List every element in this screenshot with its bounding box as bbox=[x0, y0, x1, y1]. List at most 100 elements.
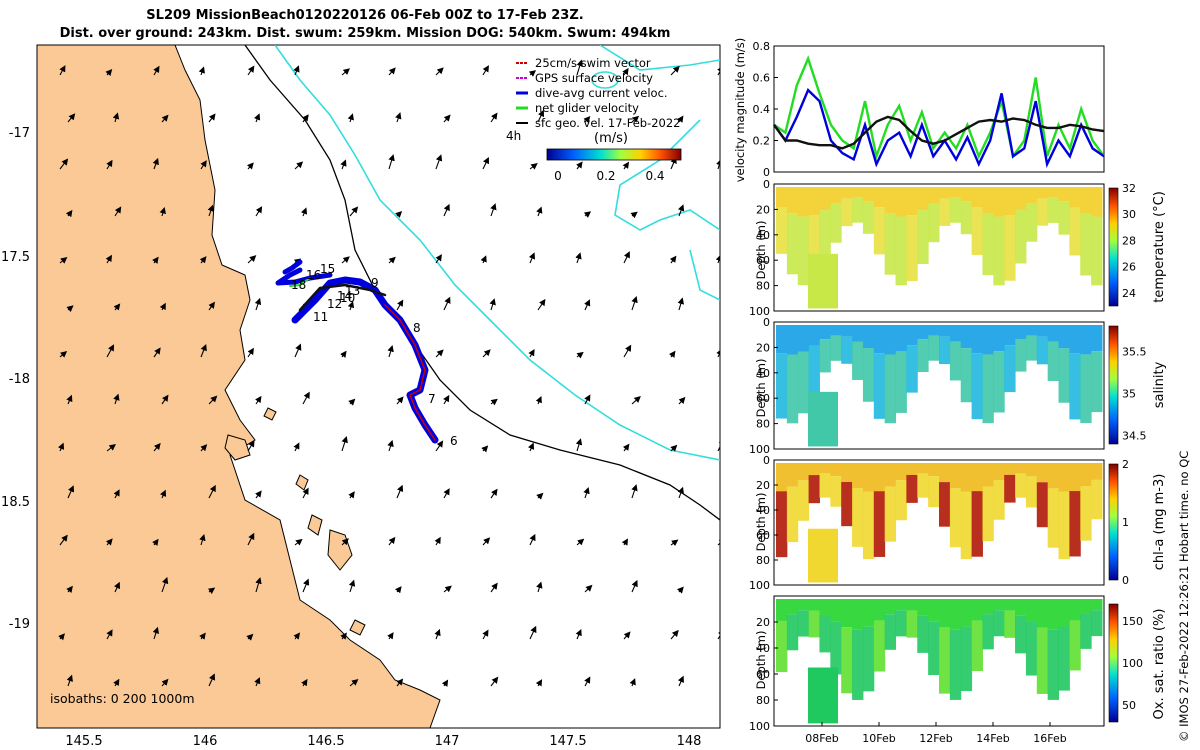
heatmap-cell bbox=[928, 325, 940, 336]
colorbar-tick: 0.2 bbox=[596, 169, 615, 183]
velocity-arrow bbox=[677, 675, 684, 687]
velocity-arrow bbox=[443, 114, 451, 123]
heatmap-cell bbox=[1025, 476, 1038, 508]
velocity-arrow bbox=[434, 536, 441, 546]
heatmap-cell bbox=[873, 187, 886, 208]
velocity-arrow bbox=[435, 154, 443, 170]
heatmap-cell bbox=[939, 627, 951, 694]
legend-item: 25cm/s swim vector bbox=[535, 56, 651, 70]
heatmap-cell bbox=[1069, 187, 1081, 208]
heatmap-cell bbox=[971, 325, 983, 354]
heatmap-cell bbox=[895, 610, 907, 637]
colorbar-tick-label: 32 bbox=[1122, 182, 1136, 195]
heatmap-cell bbox=[949, 629, 962, 700]
velocity-arrow bbox=[677, 297, 684, 311]
velocity-arrow bbox=[669, 255, 677, 264]
velocity-ytick-label: 0.4 bbox=[753, 103, 771, 116]
velocity-arrow bbox=[59, 350, 68, 358]
velocity-arrow bbox=[435, 349, 444, 358]
heatmap-cell bbox=[939, 336, 951, 365]
heatmap-cell bbox=[1080, 354, 1092, 424]
velocity-arrow bbox=[576, 161, 583, 170]
heatmap-cell bbox=[1036, 482, 1049, 528]
heatmap-cell bbox=[971, 463, 983, 492]
depth-ticks: 020406080100323028262402040608010035.535… bbox=[749, 178, 1147, 733]
velocity-arrow bbox=[153, 65, 160, 76]
heatmap-cell bbox=[982, 213, 994, 276]
heatmap-cell bbox=[1069, 463, 1081, 492]
velocity-arrow bbox=[208, 113, 216, 123]
heatmap-cell bbox=[1025, 463, 1038, 477]
isobath-1000m-east bbox=[599, 45, 720, 301]
day-label: 16 bbox=[306, 268, 321, 282]
heatmap-cell bbox=[917, 339, 929, 373]
velocity-arrow bbox=[575, 628, 582, 640]
heatmap-cell bbox=[960, 201, 973, 235]
heatmap-cell bbox=[928, 463, 940, 477]
legend-item: sfc geo. vel. 17-Feb-2022 bbox=[535, 116, 681, 130]
heatmap-cell bbox=[939, 325, 951, 337]
heatmap-cell bbox=[830, 187, 842, 204]
heatmap-cell bbox=[939, 187, 951, 199]
temperature-cbar-label: temperature (°C) bbox=[1152, 191, 1167, 303]
date-axis: 08Feb 10Feb 12Feb 14Feb 16Feb bbox=[805, 722, 1067, 745]
lat-tick: -19 bbox=[9, 617, 30, 632]
heatmap-cell bbox=[939, 599, 951, 628]
heatmap-cell bbox=[830, 203, 842, 243]
heatmap-cell bbox=[1025, 187, 1038, 204]
velocity-arrow bbox=[388, 67, 396, 76]
heatmap-cell bbox=[852, 341, 864, 380]
velocity-arrow bbox=[198, 66, 205, 76]
velocity-arrow bbox=[341, 436, 348, 452]
heatmap-cell bbox=[852, 197, 864, 223]
heatmap-cell bbox=[830, 463, 842, 477]
velocity-arrow bbox=[394, 586, 402, 594]
heatmap-cell bbox=[1069, 207, 1081, 256]
depth-ylabel: Depth (m) bbox=[754, 221, 768, 280]
heatmap-cell bbox=[808, 610, 820, 638]
velocity-arrow bbox=[726, 210, 732, 216]
heatmap-cell bbox=[1080, 613, 1092, 649]
colorbar-tick-label: 0 bbox=[1122, 574, 1129, 587]
heatmap-cell bbox=[928, 476, 940, 508]
velocity-arrow bbox=[490, 582, 498, 593]
velocity-arrow bbox=[152, 256, 159, 264]
velocity-arrow bbox=[623, 344, 632, 358]
legend-item: GPS surface velocity bbox=[535, 71, 653, 85]
heatmap-cell bbox=[971, 353, 983, 420]
velocity-arrow bbox=[153, 442, 161, 452]
velocity-arrow bbox=[584, 299, 591, 311]
heatmap-cell bbox=[928, 187, 940, 204]
velocity-arrow bbox=[443, 394, 450, 405]
colorbar-tick-label: 1 bbox=[1122, 516, 1129, 529]
velocity-arrow bbox=[529, 163, 538, 170]
heatmap-cell bbox=[873, 325, 886, 354]
velocity-arrow bbox=[341, 538, 349, 546]
velocity-arrow bbox=[388, 536, 396, 546]
heatmap-cell bbox=[949, 488, 962, 548]
heatmap-cell bbox=[1080, 187, 1092, 214]
velocity-arrow bbox=[583, 116, 591, 124]
velocity-arrow bbox=[161, 394, 169, 405]
heatmap-cell bbox=[949, 341, 962, 381]
heatmap-cell bbox=[873, 463, 886, 492]
velocity-arrow bbox=[152, 626, 160, 640]
day-label: 15 bbox=[320, 262, 335, 276]
depth-tick-label: 100 bbox=[749, 305, 770, 318]
velocity-arrow bbox=[717, 65, 720, 76]
velocity-arrow bbox=[726, 301, 730, 310]
heatmap-cell bbox=[1091, 325, 1103, 352]
velocity-arrow bbox=[347, 113, 354, 123]
velocity-arrow bbox=[622, 67, 629, 76]
depth-ylabel: Depth (m) bbox=[754, 359, 768, 418]
heatmap-cell bbox=[852, 488, 864, 547]
velocity-arrow bbox=[340, 159, 347, 170]
map-legend: 25cm/s swim vector GPS surface velocity … bbox=[506, 56, 682, 183]
heatmap-deep-dive bbox=[808, 391, 838, 447]
heatmap-cell bbox=[1047, 197, 1060, 223]
depth-tick-label: 40 bbox=[756, 229, 770, 242]
heatmap-cell bbox=[819, 473, 831, 498]
velocity-arrow bbox=[630, 211, 638, 219]
heatmap-cell bbox=[917, 473, 929, 498]
velocity-arrow bbox=[435, 254, 442, 264]
